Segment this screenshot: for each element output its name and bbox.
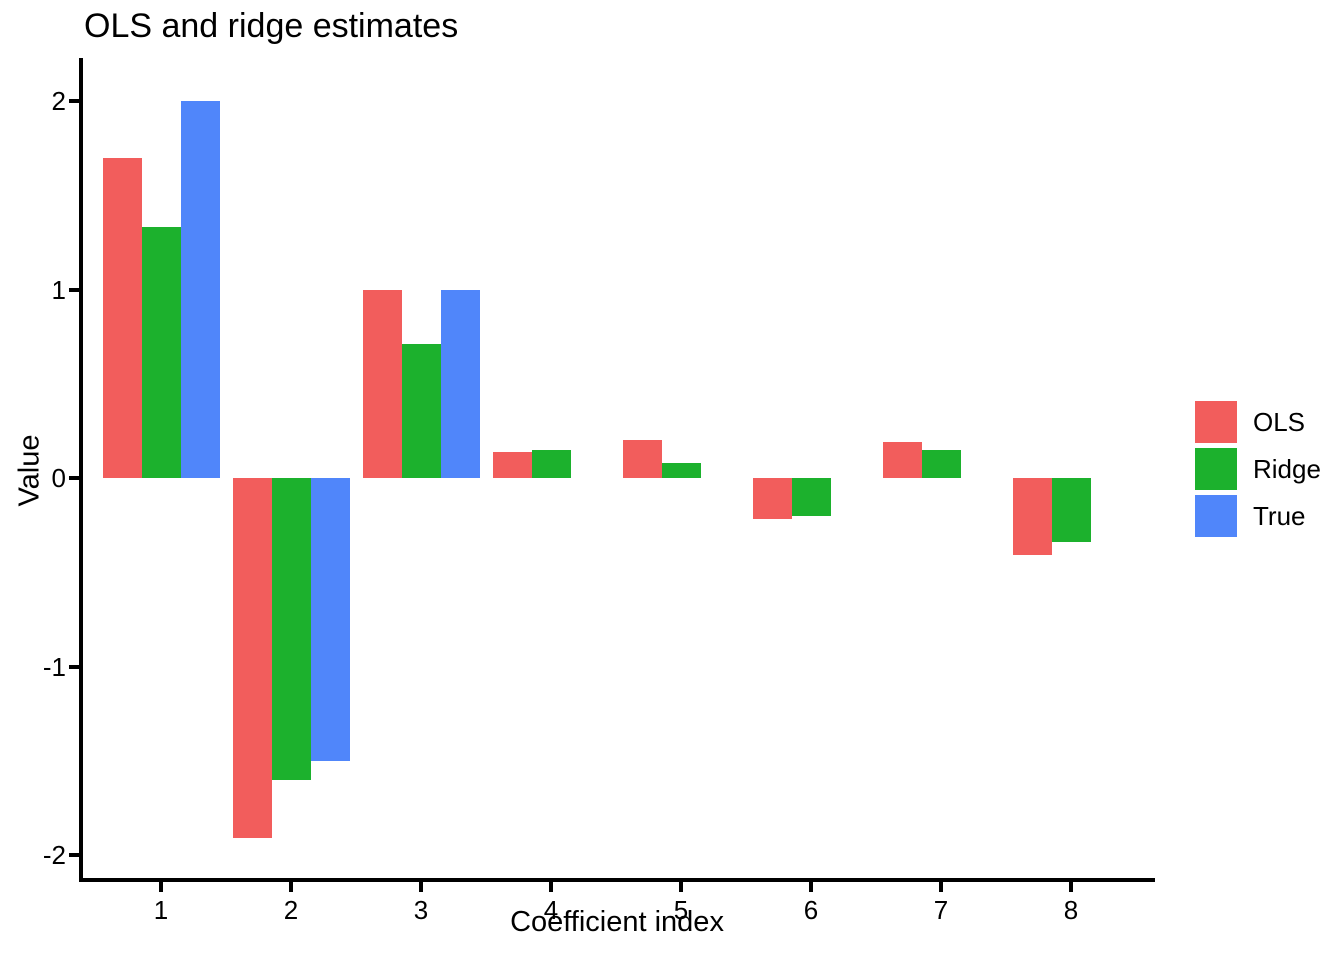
y-tick-label--2: -2 <box>42 840 66 870</box>
x-tick-label-8: 8 <box>1063 895 1079 925</box>
x-tick-label-5: 5 <box>673 895 689 925</box>
y-axis-line <box>79 58 83 882</box>
y-tick-1 <box>69 287 79 292</box>
x-tick-2 <box>289 882 293 892</box>
bar-ols-4 <box>492 451 532 478</box>
bar-ols-1 <box>102 157 142 478</box>
x-tick-7 <box>939 882 943 892</box>
x-tick-4 <box>549 882 553 892</box>
bar-ridge-7 <box>921 449 961 478</box>
bar-true-1 <box>180 101 220 478</box>
bar-ols-5 <box>622 440 662 478</box>
x-tick-6 <box>809 882 813 892</box>
bar-true-3 <box>440 289 480 478</box>
bar-ridge-4 <box>531 449 571 478</box>
legend-label-ols: OLS <box>1253 406 1306 437</box>
x-tick-3 <box>419 882 423 892</box>
x-tick-label-2: 2 <box>283 895 299 925</box>
y-tick-2 <box>69 99 79 103</box>
y-tick--1 <box>69 664 79 669</box>
y-tick-0 <box>69 476 79 480</box>
bar-ols-8 <box>1012 478 1052 556</box>
y-tick-label--1: -1 <box>42 651 66 682</box>
bar-ridge-1 <box>141 227 181 478</box>
legend-swatch-true <box>1195 495 1237 537</box>
chart-title: OLS and ridge estimates <box>84 7 459 45</box>
x-tick-label-1: 1 <box>153 895 169 925</box>
legend-item-ols: OLS <box>1195 401 1305 443</box>
bar-ridge-5 <box>661 462 701 478</box>
y-tick-label-1: 1 <box>51 274 66 305</box>
bar-ridge-3 <box>401 344 441 478</box>
legend-swatch-ols <box>1195 401 1237 443</box>
bar-ols-3 <box>362 289 402 478</box>
legend-label-ridge: Ridge <box>1253 453 1321 484</box>
legend-label-true: True <box>1253 500 1306 531</box>
bar-ridge-8 <box>1051 478 1091 543</box>
bar-true-2 <box>310 478 350 761</box>
bar-ridge-2 <box>271 478 311 780</box>
legend-item-ridge: Ridge <box>1195 448 1321 490</box>
bar-ols-7 <box>882 442 922 478</box>
bar-ridge-6 <box>791 478 831 516</box>
x-tick-label-4: 4 <box>543 895 559 925</box>
x-axis-line <box>79 878 1155 882</box>
x-tick-5 <box>679 882 683 892</box>
x-tick-label-7: 7 <box>933 895 949 925</box>
x-tick-label-3: 3 <box>413 895 429 925</box>
bar-ols-2 <box>232 478 272 839</box>
x-tick-1 <box>159 882 163 892</box>
bar-ols-6 <box>752 478 792 520</box>
x-tick-8 <box>1069 882 1073 892</box>
y-tick--2 <box>69 853 79 857</box>
x-axis-title: Coefficient index <box>510 906 724 938</box>
x-tick-label-6: 6 <box>803 895 819 925</box>
y-tick-label-2: 2 <box>51 86 66 116</box>
y-tick-label-0: 0 <box>51 463 66 493</box>
legend-item-true: True <box>1195 495 1306 537</box>
legend-swatch-ridge <box>1195 448 1237 490</box>
